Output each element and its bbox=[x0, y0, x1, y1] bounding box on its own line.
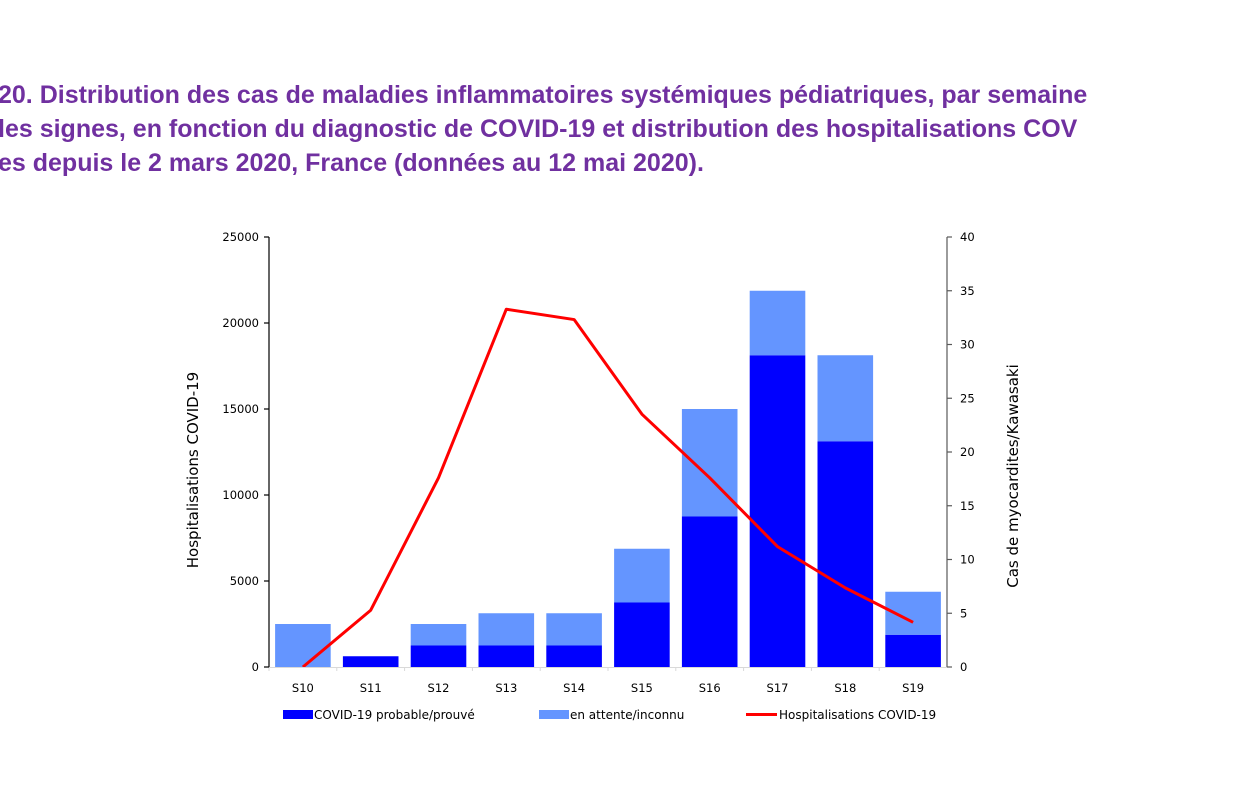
x-tick-label: S10 bbox=[292, 681, 314, 695]
legend-swatch-pending bbox=[539, 710, 569, 719]
title-line-3: es depuis le 2 mars 2020, France (donnée… bbox=[0, 149, 704, 177]
line-hospitalisations bbox=[301, 307, 914, 669]
legend-label-confirmed: COVID-19 probable/prouvé bbox=[314, 708, 475, 722]
y-tick-label-left: 0 bbox=[252, 660, 259, 674]
y-tick-label-left: 15000 bbox=[222, 402, 259, 416]
title-line-1: 20. Distribution des cas de maladies inf… bbox=[0, 81, 1088, 109]
bar-confirmed-S12 bbox=[410, 645, 467, 667]
chart-title: 20. Distribution des cas de maladies inf… bbox=[0, 78, 1240, 180]
y-tick-label-right: 5 bbox=[960, 606, 967, 620]
y-tick-label-right: 40 bbox=[960, 230, 975, 244]
x-tick-label: S18 bbox=[834, 681, 856, 695]
bar-pending-S18 bbox=[817, 355, 874, 442]
x-tick-label: S14 bbox=[563, 681, 585, 695]
y-tick-label-left: 5000 bbox=[230, 574, 259, 588]
x-tick-label: S17 bbox=[767, 681, 789, 695]
y-tick-label-left: 25000 bbox=[222, 230, 259, 244]
axes-group: S10 S11 S12 S13 S14 S15 S16 S17 S18 S19 0 5000 10000… bbox=[222, 230, 974, 695]
legend-label-line: Hospitalisations COVID-19 bbox=[779, 708, 936, 722]
y-tick-label-right: 15 bbox=[960, 499, 975, 513]
bar-confirmed-S11 bbox=[342, 656, 399, 667]
legend: COVID-19 probable/prouvé en attente/inco… bbox=[283, 708, 936, 722]
x-tick-label: S11 bbox=[360, 681, 382, 695]
bar-confirmed-S17 bbox=[749, 355, 806, 667]
line-group bbox=[301, 307, 914, 669]
y-axis-right-label: Cas de myocardites/Kawasaki bbox=[1004, 364, 1022, 588]
bar-confirmed-S16 bbox=[681, 516, 738, 667]
bar-confirmed-S14 bbox=[546, 645, 602, 667]
legend-swatch-confirmed bbox=[283, 710, 313, 719]
y-tick-label-left: 10000 bbox=[222, 488, 259, 502]
bar-confirmed-S15 bbox=[614, 602, 670, 667]
bars-group bbox=[275, 290, 941, 667]
bar-pending-S13 bbox=[478, 613, 535, 646]
y-tick-label-right: 10 bbox=[960, 553, 975, 567]
bar-pending-S10 bbox=[275, 624, 331, 667]
y-tick-label-right: 0 bbox=[960, 660, 967, 674]
x-tick-label: S12 bbox=[428, 681, 450, 695]
y-tick-label-right: 35 bbox=[960, 284, 975, 298]
y-tick-label-right: 20 bbox=[960, 445, 975, 459]
x-tick-label: S19 bbox=[902, 681, 924, 695]
x-tick-label: S15 bbox=[631, 681, 653, 695]
y-axis-left-label: Hospitalisations COVID-19 bbox=[184, 372, 202, 568]
legend-label-pending: en attente/inconnu bbox=[570, 708, 684, 722]
bar-confirmed-S19 bbox=[885, 634, 941, 667]
x-tick-label: S13 bbox=[495, 681, 517, 695]
bar-pending-S16 bbox=[681, 409, 738, 517]
title-line-2: les signes, en fonction du diagnostic de… bbox=[0, 115, 1078, 143]
bar-pending-S14 bbox=[546, 613, 602, 646]
y-tick-label-right: 30 bbox=[960, 338, 975, 352]
bar-pending-S15 bbox=[614, 548, 670, 603]
bar-confirmed-S13 bbox=[478, 645, 535, 667]
y-tick-label-right: 25 bbox=[960, 391, 975, 405]
bar-confirmed-S18 bbox=[817, 441, 874, 667]
x-tick-label: S16 bbox=[699, 681, 721, 695]
y-tick-label-left: 20000 bbox=[222, 316, 259, 330]
bar-pending-S12 bbox=[410, 624, 467, 646]
bar-pending-S17 bbox=[749, 290, 806, 356]
